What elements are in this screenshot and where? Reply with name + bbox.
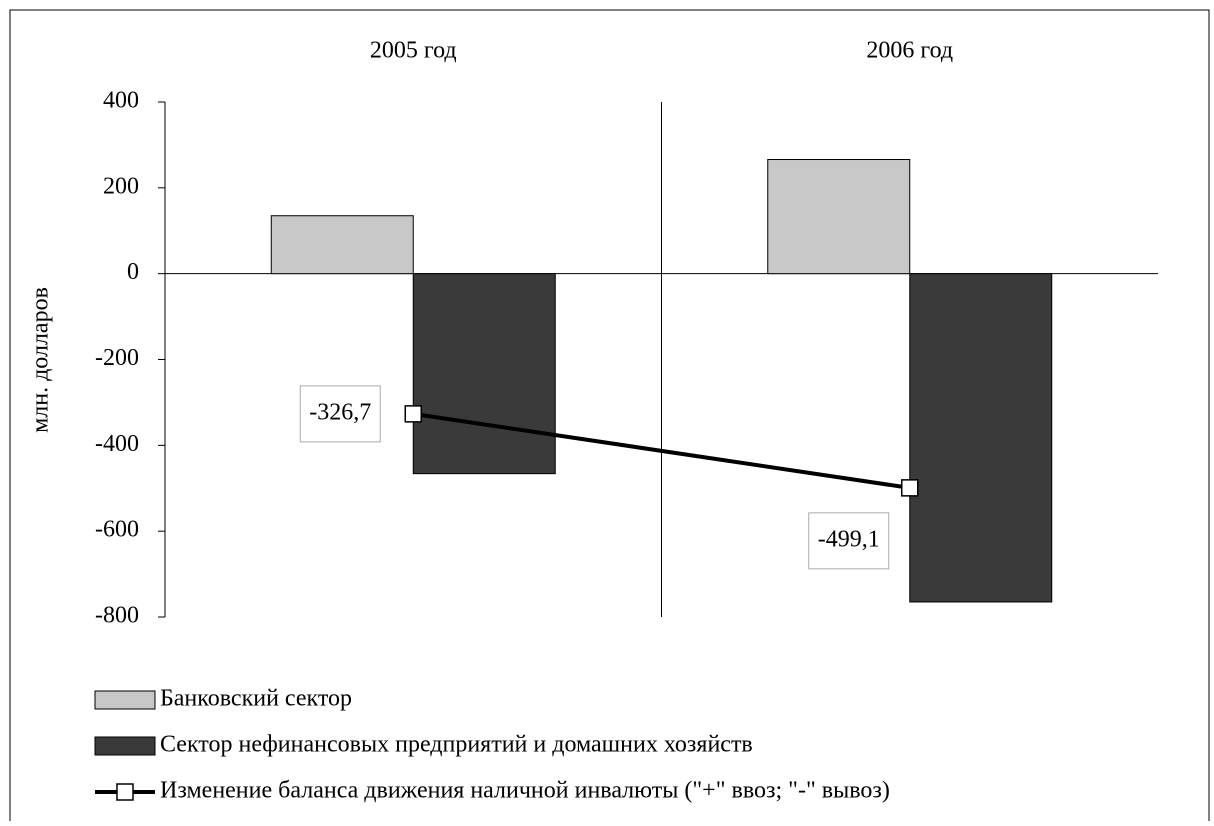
line-marker: [901, 479, 919, 497]
y-tick-label: 0: [127, 259, 139, 285]
legend-marker: [116, 783, 134, 801]
category-label: 2006 год: [866, 38, 953, 64]
line: [412, 411, 911, 490]
value-label-box: [299, 385, 381, 443]
value-label: -326,7: [309, 399, 371, 425]
y-tick-label: 200: [103, 173, 139, 199]
y-tick-label: -200: [95, 345, 139, 371]
y-tick-label: 400: [103, 88, 139, 114]
value-label-box: [808, 512, 890, 570]
legend-label: Банковский сектор: [160, 686, 352, 712]
legend-swatch: [94, 736, 156, 756]
line-marker: [404, 405, 422, 423]
category-label: 2005 год: [370, 38, 457, 64]
frame: [9, 9, 1210, 826]
y-tick-label: -400: [95, 431, 139, 457]
bar: [909, 273, 1053, 603]
legend-label: Изменение баланса движения наличной инва…: [160, 778, 890, 804]
value-label: -499,1: [818, 526, 880, 552]
y-tick-label: -800: [95, 603, 139, 629]
y-axis-label: млн. долларов: [28, 287, 54, 433]
bar: [270, 215, 414, 275]
legend-swatch: [94, 690, 156, 710]
legend-label: Сектор нефинансовых предприятий и домашн…: [160, 732, 753, 758]
bar: [767, 159, 911, 275]
y-tick-label: -600: [95, 517, 139, 543]
bar: [412, 273, 556, 475]
